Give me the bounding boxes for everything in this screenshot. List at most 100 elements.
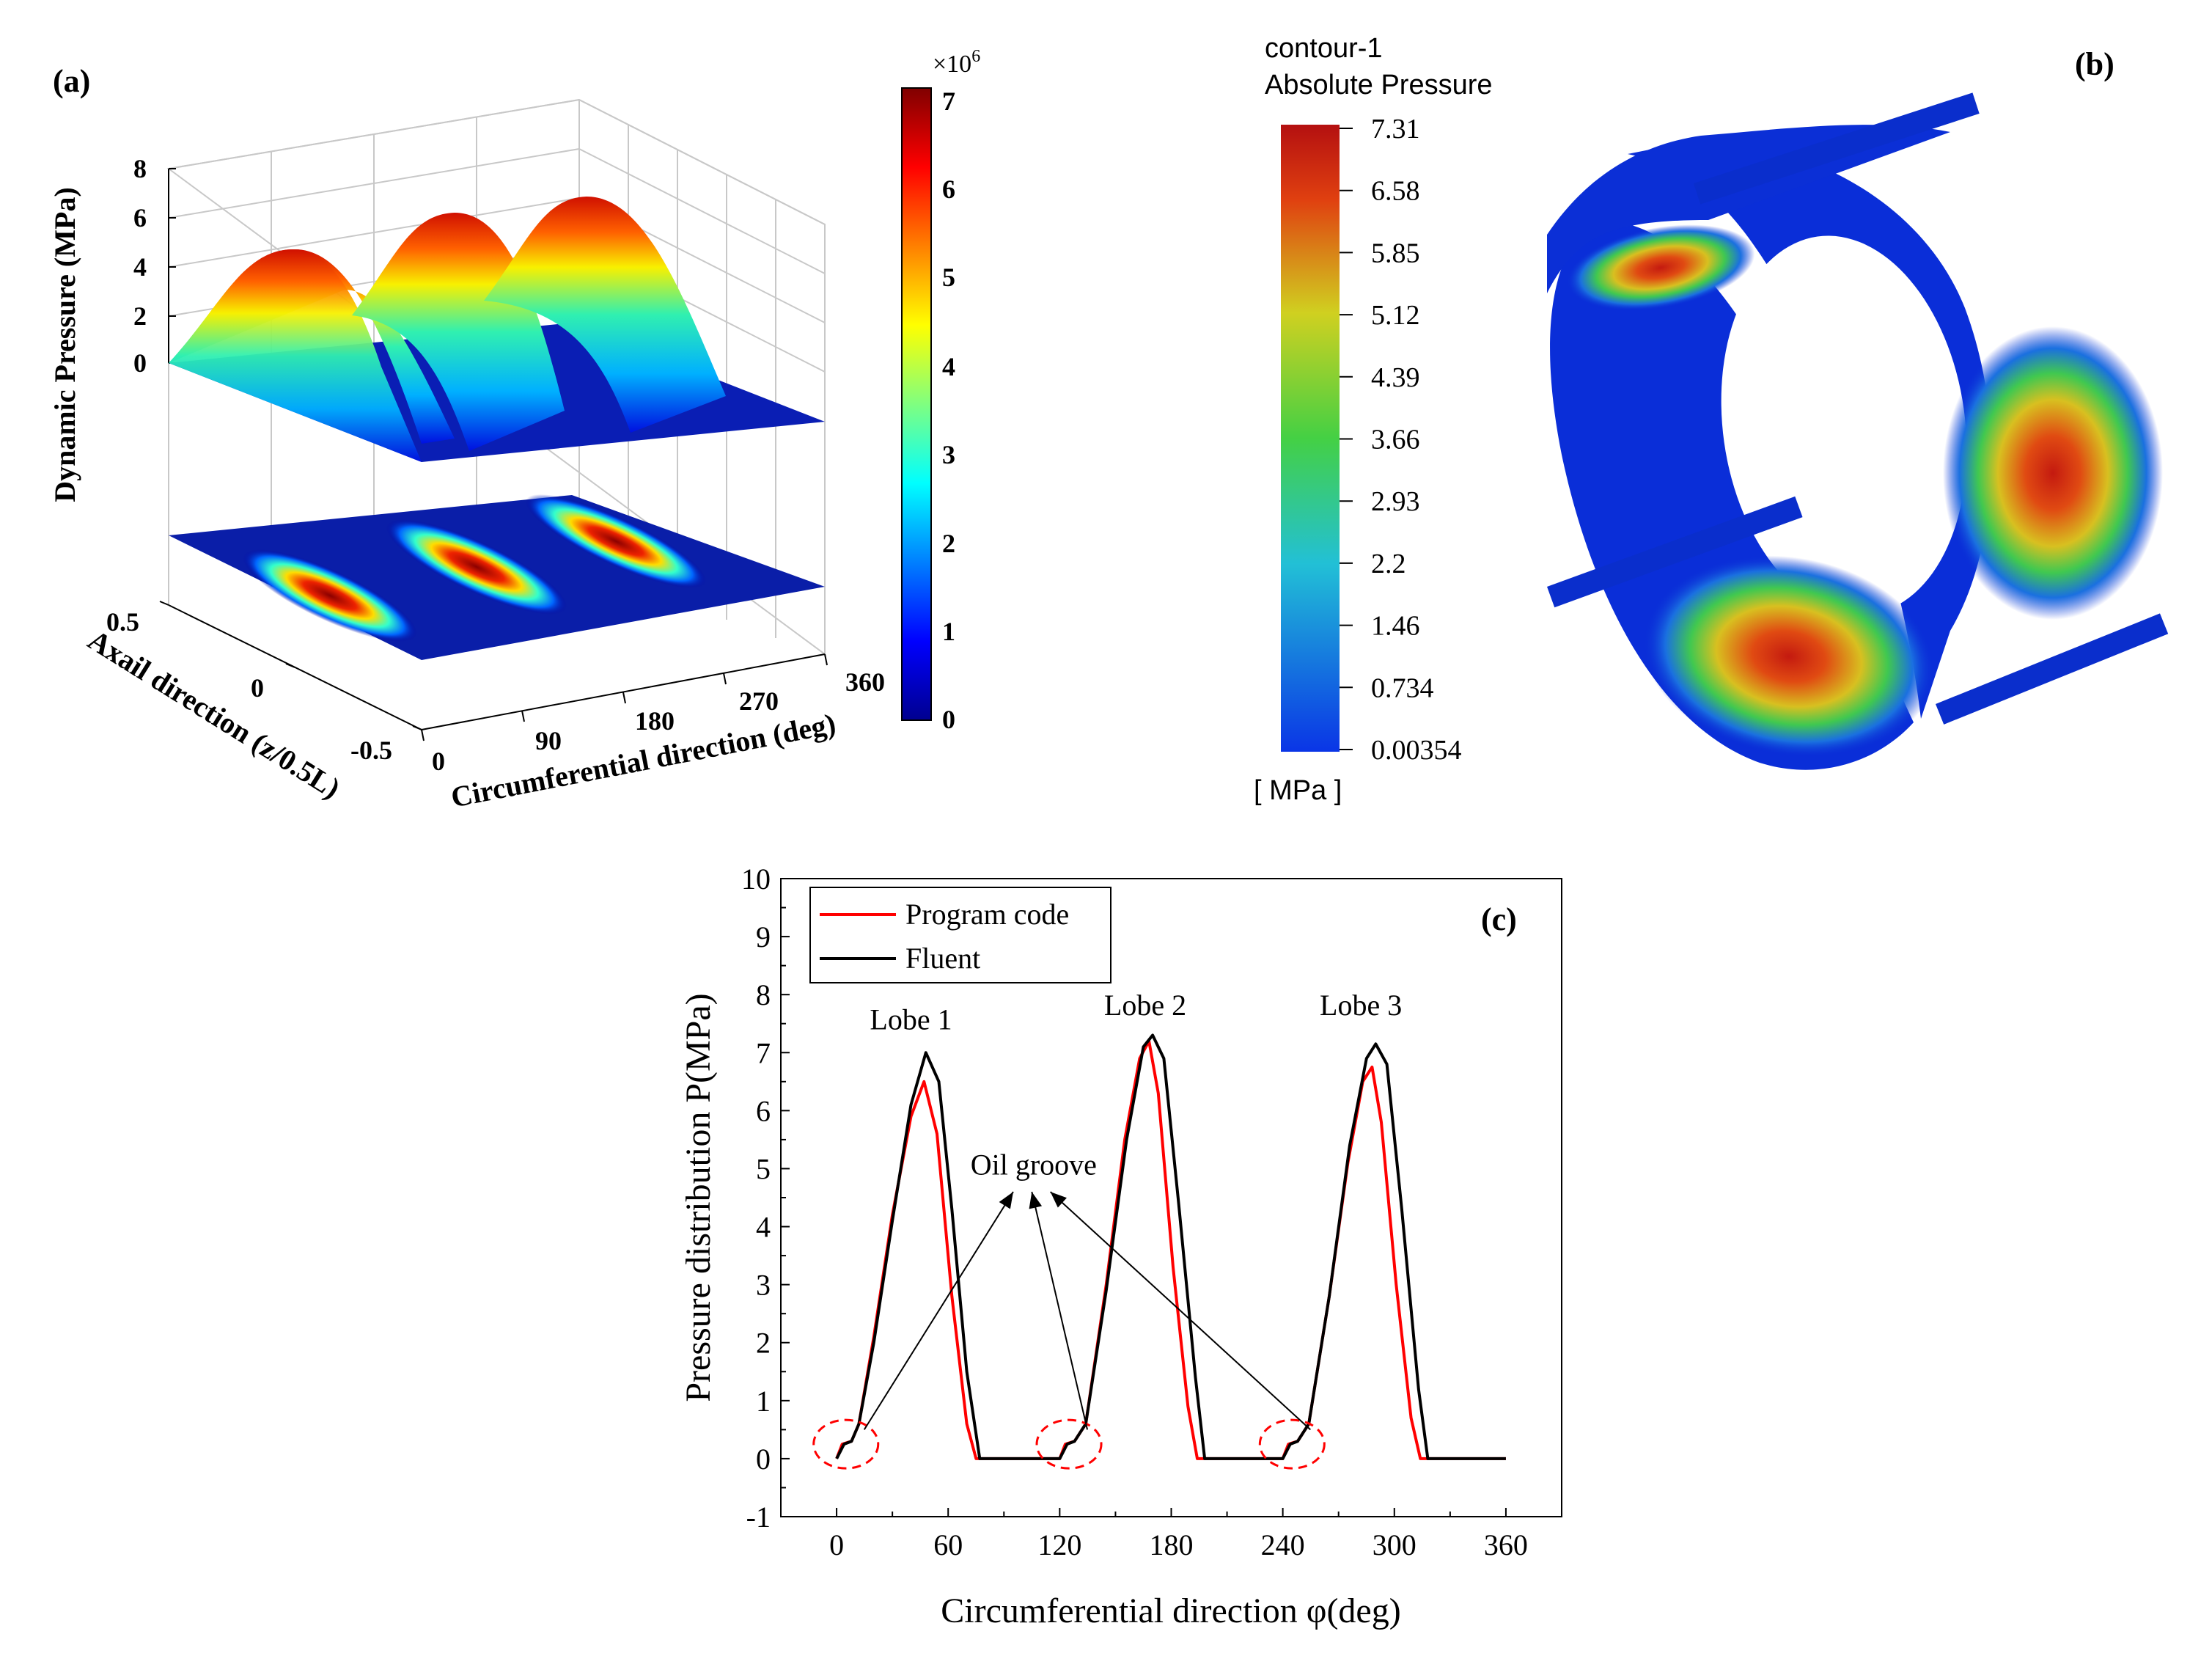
y-tick-label-c: 10 — [741, 862, 771, 895]
colorbar-a: ×106 7 6 5 4 3 2 1 0 — [901, 47, 980, 734]
z-axis-label: Dynamic Pressure (MPa) — [48, 187, 81, 502]
annotations-c: Lobe 1 Lobe 2 Lobe 3 Oil groove — [870, 989, 1402, 1181]
legend-b-title-2: Absolute Pressure — [1265, 70, 1493, 100]
oil-groove-arrowhead — [999, 1192, 1013, 1209]
annotation-label-c: Lobe 3 — [1320, 989, 1402, 1022]
oil-groove-top — [1694, 92, 1980, 205]
legend-b-level-label: 2.2 — [1371, 549, 1406, 579]
y-tick-label-c: 2 — [756, 1327, 771, 1360]
colorbar-a-exponent: ×106 — [933, 47, 980, 78]
y-tick-label-c: 7 — [756, 1036, 771, 1069]
surface-lobe-3 — [484, 197, 726, 433]
y-tick-0: 0 — [251, 673, 264, 703]
oil-groove-marker — [1258, 1418, 1326, 1470]
x-tick-90: 90 — [535, 726, 562, 755]
panel-a-label: (a) — [53, 63, 90, 99]
legend-b-level-label: 4.39 — [1371, 362, 1420, 393]
surface-lobe-1-front — [169, 249, 422, 462]
panel-b-label: (b) — [2075, 46, 2114, 82]
y-ticks-c: -1 0 1 2 3 4 5 6 7 8 9 10 — [741, 862, 790, 1534]
x-tick-0: 0 — [432, 747, 445, 776]
cbar-a-tick-6: 6 — [942, 175, 955, 204]
surface-lobes — [169, 197, 726, 462]
y-tick-label-c: 1 — [756, 1385, 771, 1418]
x-tick-180: 180 — [635, 706, 675, 736]
y-tick-label-c: 4 — [756, 1211, 771, 1244]
x-axis: 0 90 180 270 360 Circumferential directi… — [421, 653, 885, 814]
annotation-label-c: Oil groove — [971, 1148, 1097, 1181]
x-tick-label-c: 180 — [1150, 1528, 1194, 1561]
x-tick-label-c: 360 — [1484, 1528, 1528, 1561]
cbar-a-tick-0: 0 — [942, 705, 955, 734]
contour-plane — [169, 494, 825, 660]
cbar-a-tick-4: 4 — [942, 352, 955, 381]
series-lines-c — [835, 1033, 1506, 1460]
legend-b-level-label: 3.66 — [1371, 425, 1420, 455]
panel-c-label: (c) — [1481, 901, 1517, 937]
oil-groove-right — [1936, 613, 2169, 725]
y-tick-label-c: -1 — [746, 1501, 771, 1534]
x-tick-label-c: 120 — [1037, 1528, 1081, 1561]
oil-groove-marker — [812, 1418, 880, 1470]
panel-a: (a) — [48, 47, 980, 814]
legend-b-level-label: 5.85 — [1371, 238, 1420, 268]
z-tick-0: 0 — [133, 348, 147, 378]
x-ticks-c: 0 60 120 180 240 300 360 — [829, 1508, 1528, 1561]
oil-groove-arrows — [863, 1191, 1311, 1431]
oil-groove-arrowhead — [1050, 1192, 1067, 1208]
legend-c-box — [809, 887, 1111, 983]
annotation-label-c: Lobe 2 — [1104, 989, 1186, 1022]
y-tick-label-c: 8 — [756, 978, 771, 1011]
y-tick-label-c: 5 — [756, 1152, 771, 1185]
x-tick-270: 270 — [739, 686, 779, 716]
oil-groove-arrow — [863, 1191, 1014, 1430]
y-axis-label-c: Pressure distribution P(MPa) — [679, 993, 718, 1402]
y-tick-label-c: 3 — [756, 1269, 771, 1302]
oil-groove-arrow — [1050, 1191, 1311, 1431]
legend-b-level-label: 7.31 — [1371, 114, 1420, 144]
annotation-label-c: Lobe 1 — [870, 1003, 952, 1036]
x-tick-360: 360 — [845, 667, 885, 697]
x-tick-label-c: 0 — [829, 1528, 844, 1561]
oil-groove-arrowhead — [1029, 1192, 1043, 1209]
legend-b-levels: 7.31 6.58 5.85 5.12 4.39 3.66 2.93 2.2 1.46 0.734… — [1340, 114, 1462, 766]
legend-program-code-label: Program code — [905, 898, 1069, 931]
series-fluent-line — [835, 1033, 1506, 1460]
bearing-cylinder — [1546, 92, 2169, 770]
oil-groove-markers — [812, 1418, 1326, 1470]
legend-b-level-label: 0.734 — [1371, 673, 1434, 703]
cbar-a-tick-3: 3 — [942, 440, 955, 469]
x-tick-label-c: 240 — [1261, 1528, 1305, 1561]
legend-b-unit: [ MPa ] — [1254, 775, 1342, 806]
hotspot-right — [1943, 326, 2163, 620]
y-tick-label-c: 0 — [756, 1443, 771, 1476]
panel-c: -1 0 1 2 3 4 5 6 7 8 9 10 0 60 120 180 240 300 360 Lobe 1… — [679, 862, 1562, 1630]
y-tick-0.5: 0.5 — [106, 607, 139, 637]
cylinder-top-band — [1547, 125, 1950, 293]
legend-c: Program code Fluent — [809, 887, 1111, 983]
oil-groove-left — [1546, 496, 1803, 608]
y-tick-label-c: 9 — [756, 920, 771, 953]
legend-b-level-label: 5.12 — [1371, 300, 1420, 331]
y-axis-label: Axail direction (z/0.5L) — [82, 623, 346, 805]
cbar-a-tick-1: 1 — [942, 617, 955, 646]
oil-groove-marker — [1035, 1418, 1103, 1470]
x-tick-label-c: 300 — [1373, 1528, 1417, 1561]
z-tick-2: 2 — [133, 301, 147, 331]
legend-b-level-label: 6.58 — [1371, 176, 1420, 207]
legend-b-level-label: 0.00354 — [1371, 735, 1462, 766]
oil-groove-arrow — [1031, 1191, 1089, 1430]
cbar-a-tick-5: 5 — [942, 263, 955, 292]
legend-b-scale — [1281, 125, 1340, 752]
y-tick-minus-0.5: -0.5 — [350, 736, 392, 765]
z-axis: 8 6 4 2 0 Dynamic Pressure (MPa) — [48, 154, 176, 502]
y-tick-label-c: 6 — [756, 1094, 771, 1127]
z-tick-6: 6 — [133, 203, 147, 232]
legend-b-level-label: 2.93 — [1371, 486, 1420, 517]
legend-b-title-1: contour-1 — [1265, 33, 1383, 64]
colorbar-a-scale — [901, 87, 932, 721]
cbar-a-tick-2: 2 — [942, 529, 955, 558]
hotspot-top-left — [1566, 224, 1755, 311]
z-tick-8: 8 — [133, 154, 147, 183]
